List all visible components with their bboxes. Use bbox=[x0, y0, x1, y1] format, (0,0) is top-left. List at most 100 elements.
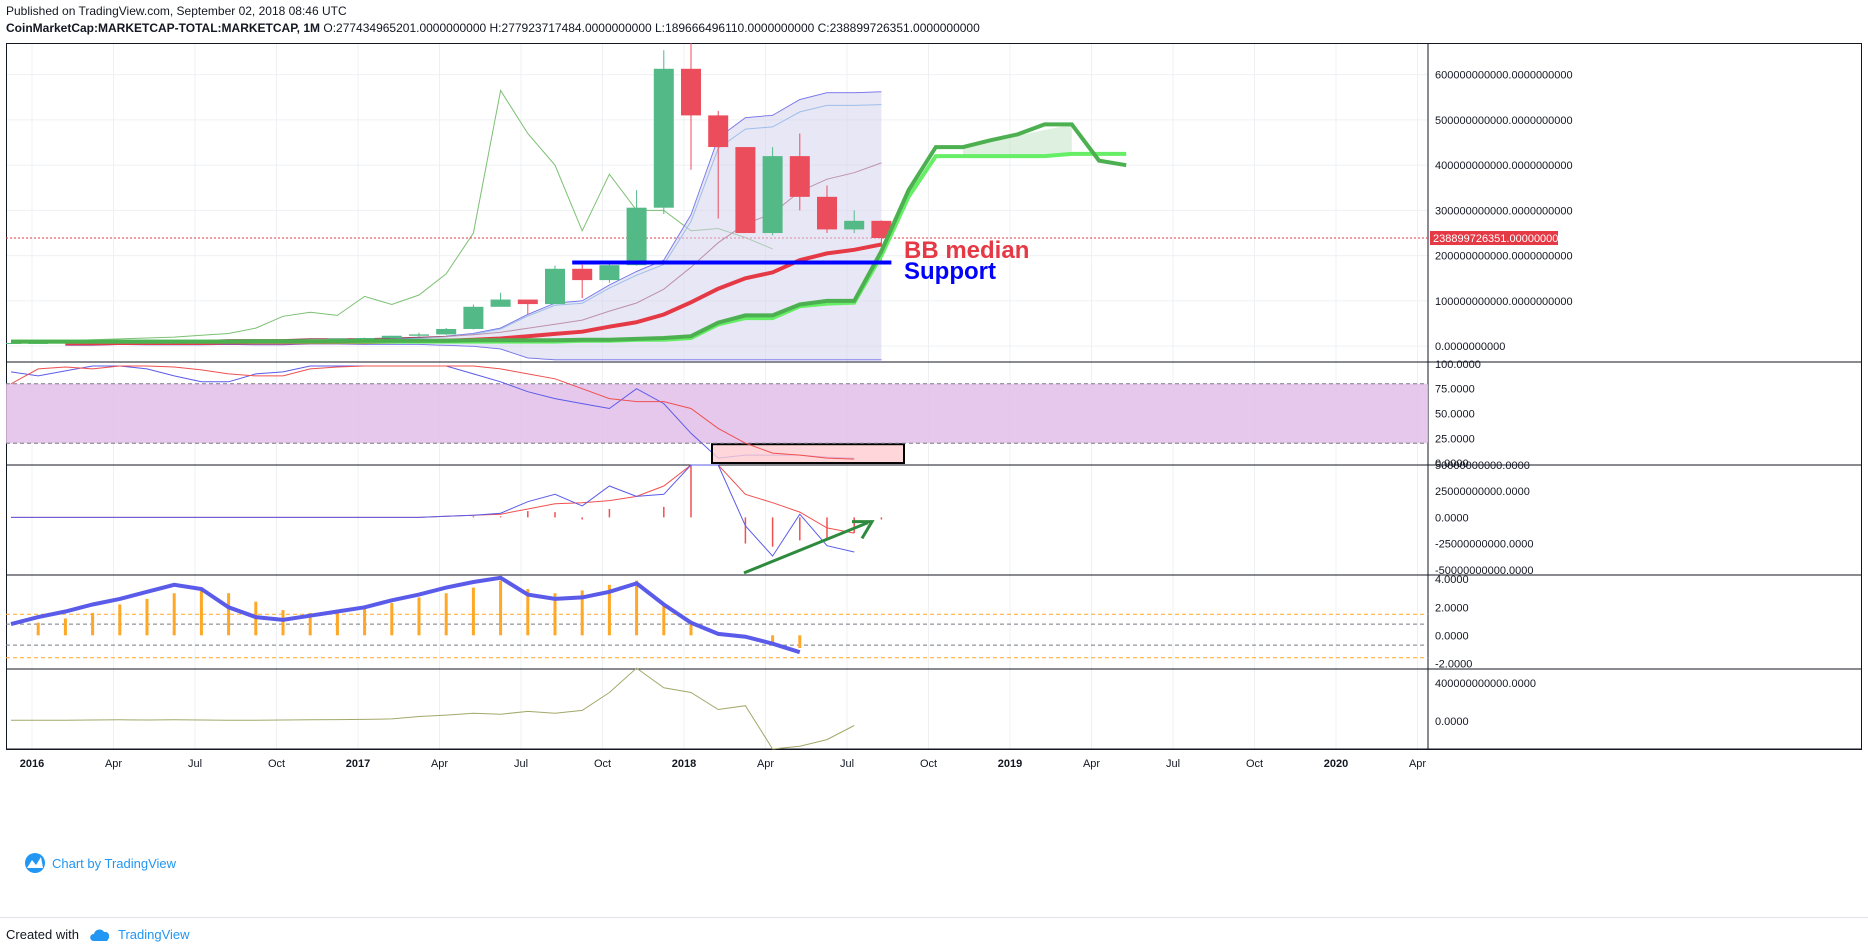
time-scale: 2016 Apr Jul Oct 2017 Apr Jul Oct 2018 Apr Jul Oct 2… bbox=[20, 758, 1427, 770]
candle-body bbox=[409, 334, 429, 336]
time-tick-label: 2018 bbox=[672, 758, 696, 770]
candle[interactable] bbox=[762, 147, 783, 236]
ohlc-values: O:277434965201.0000000000 H:277923717484… bbox=[323, 21, 980, 35]
rsi-band bbox=[6, 383, 1428, 444]
scale-tick-label: 50000000000.0000 bbox=[1435, 460, 1530, 472]
candle[interactable] bbox=[817, 185, 837, 234]
scale-tick-label: 50.0000 bbox=[1435, 409, 1475, 421]
candle[interactable] bbox=[409, 332, 429, 338]
candle-body bbox=[463, 306, 484, 329]
candle-body bbox=[708, 115, 729, 148]
scale-tick-label: 75.0000 bbox=[1435, 384, 1475, 396]
candle-body bbox=[789, 156, 810, 197]
footer: Created with TradingView bbox=[0, 917, 1868, 952]
time-tick-label: Oct bbox=[594, 758, 611, 770]
scale-tick-label: -50000000000.0000 bbox=[1435, 565, 1533, 577]
time-tick-label: Oct bbox=[1246, 758, 1263, 770]
candle[interactable] bbox=[789, 133, 810, 211]
scale-tick-label: 400000000000.0000000000 bbox=[1435, 160, 1573, 172]
candle-body bbox=[572, 268, 593, 281]
candle[interactable] bbox=[572, 264, 593, 299]
osc-hist-bar bbox=[662, 605, 666, 636]
candle[interactable] bbox=[735, 147, 756, 234]
scale-tick-label: 25.0000 bbox=[1435, 433, 1475, 445]
candles bbox=[6, 43, 892, 344]
candle[interactable] bbox=[517, 299, 538, 315]
bottom-pane bbox=[11, 667, 855, 750]
candle-body bbox=[817, 196, 837, 230]
osc-hist-bar bbox=[526, 589, 530, 636]
osc-hist-bar bbox=[607, 584, 611, 636]
scale-tick-label: 2.0000 bbox=[1435, 602, 1469, 614]
bb-median-annotation: BB median bbox=[904, 237, 1029, 264]
time-tick-label: Jul bbox=[514, 758, 528, 770]
oscillator-pane bbox=[6, 575, 1428, 659]
time-tick-label: 2016 bbox=[20, 758, 44, 770]
scale-tick-label: 0.0000 bbox=[1435, 458, 1469, 470]
osc-hist-bar bbox=[689, 622, 693, 636]
time-tick-label: Oct bbox=[920, 758, 937, 770]
scale-tick-label: 4.0000 bbox=[1435, 574, 1469, 586]
osc-hist-bar bbox=[771, 635, 775, 644]
candle[interactable] bbox=[653, 50, 674, 215]
candle[interactable] bbox=[681, 43, 701, 170]
osc-hist-bar bbox=[118, 604, 122, 636]
time-tick-label: Jul bbox=[1166, 758, 1180, 770]
osc-hist-bar bbox=[145, 598, 149, 636]
osc-hist-bar bbox=[580, 590, 584, 636]
candle-body bbox=[871, 220, 892, 239]
symbol-ohlc-line: CoinMarketCap:MARKETCAP-TOTAL:MARKETCAP,… bbox=[6, 21, 980, 35]
candle[interactable] bbox=[599, 263, 620, 283]
candle[interactable] bbox=[545, 265, 565, 305]
bottom-indicator-line bbox=[11, 667, 855, 750]
osc-hist-bar bbox=[308, 612, 312, 636]
osc-hist-bar bbox=[281, 610, 285, 636]
candle-body bbox=[762, 156, 783, 234]
last-price-value: 238899726351.0000000000 bbox=[1433, 233, 1571, 245]
time-tick-label: 2020 bbox=[1324, 758, 1348, 770]
osc-hist-bar bbox=[227, 593, 231, 636]
candle-body bbox=[517, 299, 538, 305]
scale-tick-label: 200000000000.0000000000 bbox=[1435, 251, 1573, 263]
candle[interactable] bbox=[463, 304, 484, 330]
candle-body bbox=[381, 335, 402, 339]
last-price-tag: 238899726351.0000000000 bbox=[1430, 231, 1571, 246]
scale-tick-label: 300000000000.0000000000 bbox=[1435, 205, 1573, 217]
published-line: Published on TradingView.com, September … bbox=[6, 4, 347, 18]
macd-line bbox=[11, 464, 855, 557]
candle-body bbox=[354, 338, 375, 340]
support-annotation: Support bbox=[904, 258, 996, 285]
osc-line bbox=[10, 575, 801, 655]
candle[interactable] bbox=[436, 328, 457, 335]
candle[interactable] bbox=[844, 210, 865, 234]
scale-tick-label: 0.0000 bbox=[1435, 512, 1469, 524]
candle[interactable] bbox=[490, 292, 511, 307]
osc-hist-bar bbox=[417, 597, 421, 636]
candle[interactable] bbox=[381, 335, 402, 339]
scale-tick-label: 100.0000 bbox=[1435, 359, 1481, 371]
osc-hist-bar bbox=[91, 612, 95, 636]
bollinger-band-area bbox=[65, 91, 882, 360]
tradingview-link[interactable]: TradingView bbox=[118, 927, 190, 942]
candle-body bbox=[653, 68, 674, 208]
candle-body bbox=[599, 265, 620, 281]
cloud-line-a bbox=[11, 122, 1127, 344]
osc-hist-bar bbox=[63, 618, 67, 636]
scale-tick-label: 0.0000000000 bbox=[1435, 341, 1505, 353]
candle[interactable] bbox=[626, 190, 647, 266]
osc-hist-bar bbox=[553, 593, 557, 636]
created-with-label: Created with bbox=[6, 927, 79, 942]
time-tick-label: Apr bbox=[757, 758, 774, 770]
candle-body bbox=[844, 220, 865, 230]
time-tick-label: 2019 bbox=[998, 758, 1022, 770]
divergence-arrow bbox=[743, 520, 875, 575]
osc-hist-bar bbox=[471, 587, 475, 636]
candle[interactable] bbox=[708, 110, 729, 219]
symbol-label: CoinMarketCap:MARKETCAP-TOTAL:MARKETCAP,… bbox=[6, 21, 321, 35]
arrow-head-icon bbox=[852, 520, 875, 540]
candle-body bbox=[436, 328, 457, 335]
scale-tick-label: 400000000000.0000 bbox=[1435, 678, 1536, 690]
watermark[interactable]: Chart by TradingView bbox=[25, 853, 177, 873]
